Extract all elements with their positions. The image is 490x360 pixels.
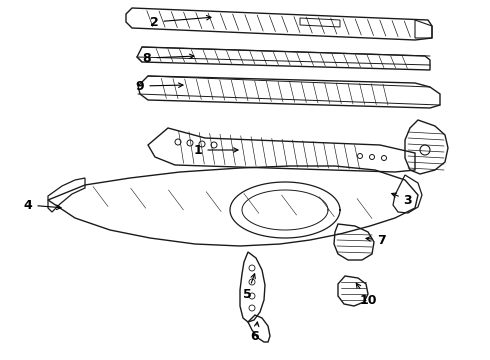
Text: 1: 1	[194, 144, 238, 157]
Text: 3: 3	[392, 193, 412, 207]
Text: 2: 2	[149, 15, 211, 28]
Text: 6: 6	[251, 322, 259, 343]
Text: 5: 5	[243, 274, 255, 302]
Text: 7: 7	[366, 234, 387, 247]
Text: 10: 10	[356, 283, 377, 306]
Text: 4: 4	[24, 198, 61, 212]
Text: 9: 9	[136, 80, 183, 93]
Text: 8: 8	[143, 51, 194, 64]
